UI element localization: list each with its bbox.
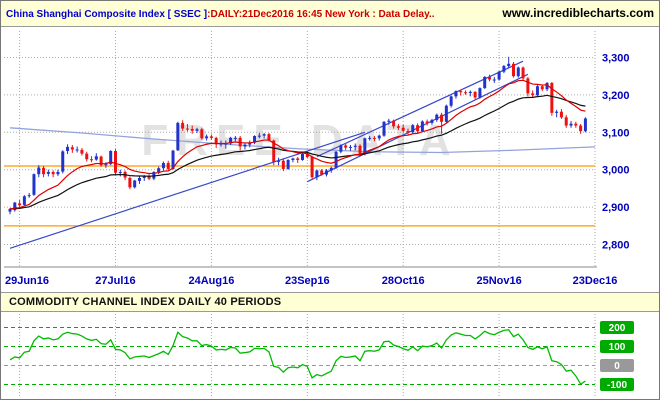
chart-title: China Shanghai Composite Index [ SSEC ]:… bbox=[6, 4, 434, 22]
date-tick-label: 23Dec16 bbox=[573, 275, 618, 287]
cci-axis-chip: 0 bbox=[600, 359, 634, 372]
cci-axis-chip: 200 bbox=[600, 321, 634, 334]
date-tick-label: 25Nov16 bbox=[476, 275, 521, 287]
support-resistance-levels bbox=[4, 165, 595, 227]
cci-vertical-grid bbox=[19, 314, 596, 398]
cci-axis-chip: 100 bbox=[600, 340, 634, 353]
svg-text:-100: -100 bbox=[607, 380, 627, 391]
svg-text:0: 0 bbox=[614, 361, 620, 372]
chart-title-detail: :DAILY:21Dec2016 16:45 New York : Data D… bbox=[207, 9, 435, 20]
price-tick-label: 3,000 bbox=[602, 165, 630, 177]
date-tick-label: 27Jul16 bbox=[95, 275, 135, 287]
price-tick-label: 3,100 bbox=[602, 127, 630, 139]
date-tick-label: 28Oct16 bbox=[382, 275, 425, 287]
cci-axis-chip: -100 bbox=[600, 378, 634, 391]
candlestick-series bbox=[8, 56, 587, 215]
cci-line bbox=[9, 329, 586, 386]
price-tick-label: 3,200 bbox=[602, 90, 630, 102]
svg-text:200: 200 bbox=[609, 323, 626, 334]
price-tick-label: 2,800 bbox=[602, 240, 630, 252]
date-tick-label: 23Sep16 bbox=[285, 275, 330, 287]
cci-chart-canvas: 200 100 0 -100 bbox=[0, 312, 660, 400]
date-tick-label: 24Aug16 bbox=[188, 275, 234, 287]
price-tick-label: 2,900 bbox=[602, 202, 630, 214]
date-tick-label: 29Jun16 bbox=[5, 275, 49, 287]
price-axis-labels: 3,300 3,200 3,100 3,000 2,900 2,800 bbox=[602, 52, 630, 251]
slow-moving-average-line bbox=[9, 94, 586, 210]
long-moving-average-line bbox=[9, 127, 596, 154]
fast-moving-average-line bbox=[9, 79, 586, 210]
price-chart-canvas: FREE DATA 3,300 3,200 3,100 3,000 2,900 2,800 2… bbox=[0, 27, 660, 292]
watermark-text: FREE DATA bbox=[141, 116, 458, 165]
chart-header: China Shanghai Composite Index [ SSEC ]:… bbox=[0, 0, 660, 27]
indicator-header: COMMODITY CHANNEL INDEX DAILY 40 PERIODS bbox=[0, 292, 660, 312]
svg-text:100: 100 bbox=[609, 342, 626, 353]
date-axis-labels: 29Jun16 27Jul16 24Aug16 23Sep16 28Oct16 25Nov… bbox=[5, 275, 617, 287]
price-tick-label: 3,300 bbox=[602, 52, 630, 64]
chart-title-symbol: China Shanghai Composite Index [ SSEC ] bbox=[6, 9, 208, 20]
site-url: www.incrediblecharts.com bbox=[502, 6, 654, 20]
indicator-title: COMMODITY CHANNEL INDEX DAILY 40 PERIODS bbox=[9, 296, 282, 308]
